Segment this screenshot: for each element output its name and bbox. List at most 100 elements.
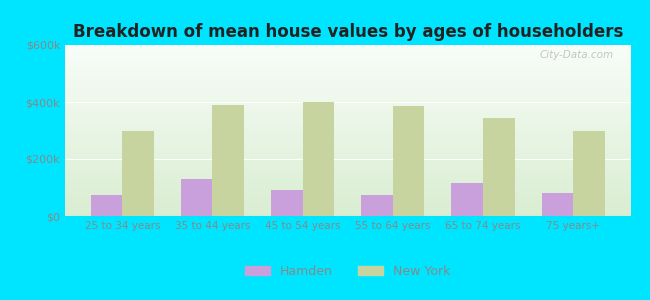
Bar (65, 105, 630, 106)
Bar (65, 60, 630, 62)
Bar (65, 173, 630, 175)
Bar (65, 62, 630, 64)
Bar (65, 161, 630, 163)
Bar (65, 180, 630, 182)
Bar (65, 149, 630, 151)
Bar (65, 76, 630, 77)
Bar (65, 98, 630, 100)
Bar (65, 113, 630, 115)
Bar (65, 125, 630, 127)
Bar (65, 117, 630, 118)
Bar (65, 108, 630, 110)
Bar (65, 82, 630, 84)
Bar (65, 81, 630, 82)
Bar (65, 209, 630, 211)
Bar (65, 182, 630, 184)
Bar (65, 204, 630, 206)
Bar (91, 195, 122, 216)
Bar (65, 53, 630, 55)
Bar (65, 160, 630, 161)
Bar (65, 199, 630, 201)
Bar (393, 106, 424, 216)
Bar (541, 193, 573, 216)
Bar (65, 185, 630, 187)
Bar (65, 153, 630, 154)
Bar (65, 170, 630, 172)
Bar (271, 190, 303, 216)
Bar (65, 110, 630, 112)
Bar (65, 96, 630, 98)
Bar (65, 192, 630, 194)
Bar (65, 201, 630, 202)
Bar (65, 55, 630, 57)
Bar (65, 124, 630, 125)
Bar (65, 141, 630, 142)
Bar (65, 74, 630, 76)
Title: Breakdown of mean house values by ages of householders: Breakdown of mean house values by ages o… (73, 23, 623, 41)
Bar (65, 214, 630, 216)
Bar (65, 196, 630, 197)
Bar (65, 144, 630, 146)
Bar (65, 45, 630, 47)
Bar (65, 146, 630, 148)
Bar (122, 130, 154, 216)
Bar (65, 189, 630, 190)
Bar (65, 167, 630, 168)
Bar (65, 48, 630, 50)
Bar (181, 179, 213, 216)
Bar (65, 158, 630, 160)
Bar (65, 206, 630, 207)
Bar (65, 100, 630, 101)
Bar (65, 202, 630, 204)
Bar (65, 79, 630, 81)
Bar (65, 194, 630, 196)
Bar (65, 130, 630, 132)
Bar (65, 59, 630, 60)
Bar (65, 115, 630, 117)
Bar (65, 148, 630, 149)
Bar (65, 93, 630, 94)
Bar (65, 122, 630, 124)
Bar (65, 213, 630, 214)
Bar (65, 69, 630, 70)
Bar (65, 163, 630, 165)
Bar (65, 134, 630, 136)
Bar (65, 207, 630, 209)
Bar (65, 118, 630, 120)
Bar (65, 190, 630, 192)
Bar (65, 177, 630, 178)
Bar (65, 88, 630, 89)
Bar (65, 187, 630, 189)
Bar (452, 183, 483, 216)
Bar (65, 127, 630, 129)
Bar (65, 136, 630, 137)
Bar (65, 197, 630, 199)
Bar (65, 184, 630, 185)
Bar (65, 142, 630, 144)
Bar (65, 129, 630, 130)
Bar (65, 94, 630, 96)
Bar (65, 70, 630, 72)
Bar (65, 72, 630, 74)
Bar (65, 151, 630, 153)
Bar (65, 137, 630, 139)
Bar (483, 118, 515, 216)
Text: City-Data.com: City-Data.com (540, 50, 614, 60)
Bar (65, 89, 630, 91)
Bar (65, 156, 630, 158)
Bar (65, 91, 630, 93)
Bar (65, 211, 630, 213)
Bar (65, 77, 630, 79)
Bar (65, 65, 630, 67)
Bar (65, 106, 630, 108)
Bar (65, 86, 630, 88)
Bar (65, 47, 630, 48)
Bar (65, 50, 630, 52)
Bar (65, 52, 630, 53)
Bar (65, 175, 630, 177)
Bar (65, 132, 630, 134)
Bar (213, 105, 244, 216)
Legend: Hamden, New York: Hamden, New York (240, 260, 456, 283)
Bar (65, 139, 630, 141)
Bar (65, 178, 630, 180)
